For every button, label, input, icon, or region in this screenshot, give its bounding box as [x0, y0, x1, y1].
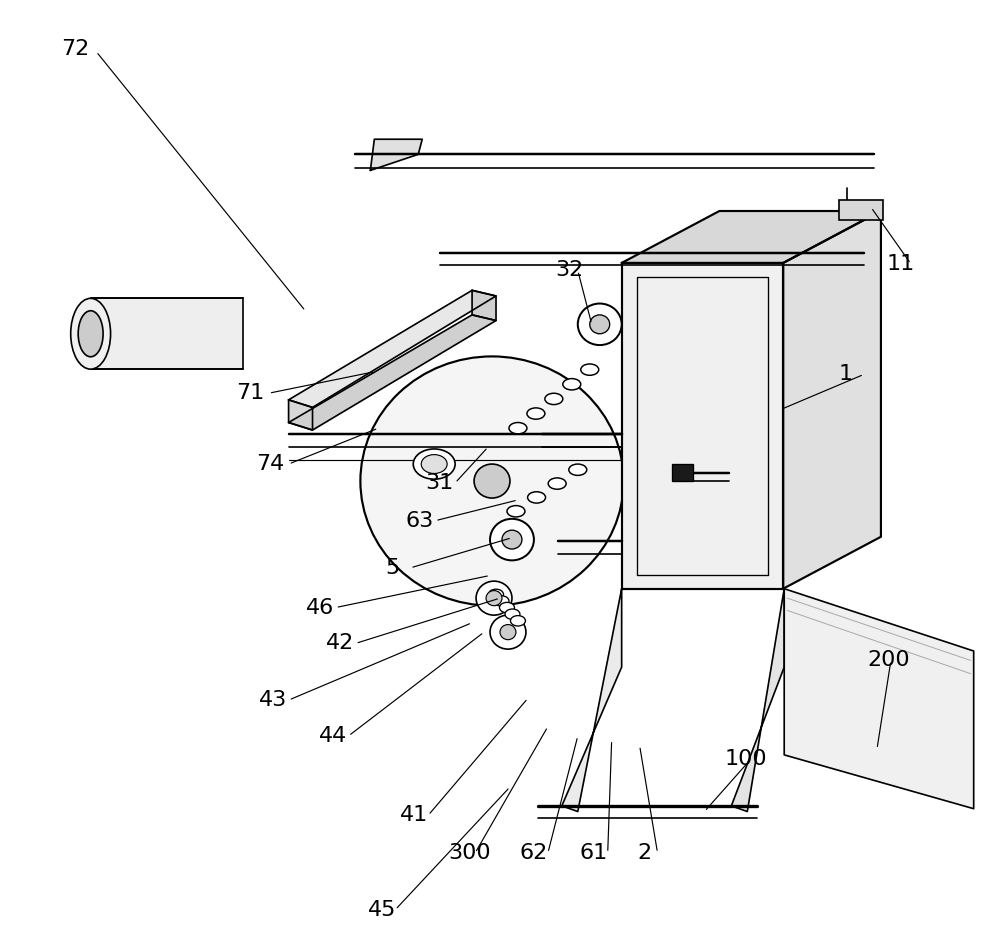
Ellipse shape [509, 422, 527, 434]
Text: 42: 42 [325, 634, 354, 653]
Text: 300: 300 [448, 843, 491, 863]
Text: 46: 46 [306, 598, 334, 617]
Circle shape [486, 591, 502, 606]
Polygon shape [370, 139, 422, 170]
Polygon shape [472, 291, 496, 320]
Circle shape [360, 356, 624, 606]
Ellipse shape [528, 491, 546, 503]
Text: 72: 72 [61, 39, 89, 59]
Text: 100: 100 [724, 749, 767, 769]
Text: 71: 71 [236, 384, 264, 403]
Circle shape [490, 519, 534, 561]
Text: 5: 5 [385, 558, 400, 578]
Text: 45: 45 [368, 900, 397, 920]
Text: 62: 62 [520, 843, 548, 863]
Text: 63: 63 [405, 510, 434, 530]
Text: 1: 1 [839, 365, 853, 384]
Circle shape [490, 616, 526, 649]
Ellipse shape [489, 589, 503, 599]
Ellipse shape [421, 455, 447, 474]
Circle shape [590, 314, 610, 333]
Text: 31: 31 [425, 473, 453, 493]
Text: 2: 2 [638, 843, 652, 863]
Text: 74: 74 [256, 454, 284, 474]
Text: 41: 41 [400, 805, 429, 825]
Ellipse shape [569, 464, 587, 475]
Polygon shape [731, 589, 784, 812]
Ellipse shape [78, 311, 103, 357]
Ellipse shape [507, 506, 525, 517]
Polygon shape [622, 263, 783, 589]
Ellipse shape [505, 609, 520, 619]
Polygon shape [783, 211, 881, 589]
Circle shape [502, 530, 522, 549]
Ellipse shape [563, 379, 581, 390]
Text: 11: 11 [887, 254, 915, 274]
Ellipse shape [548, 478, 566, 490]
Ellipse shape [527, 408, 545, 420]
Text: 44: 44 [319, 726, 347, 746]
Text: 32: 32 [555, 260, 583, 280]
Text: 61: 61 [580, 843, 608, 863]
Ellipse shape [581, 364, 599, 375]
Polygon shape [622, 211, 881, 263]
Ellipse shape [545, 393, 563, 404]
Polygon shape [784, 589, 974, 809]
Polygon shape [289, 291, 496, 407]
Bar [839, 200, 883, 221]
Polygon shape [562, 589, 622, 812]
Circle shape [476, 581, 512, 616]
Ellipse shape [494, 596, 509, 606]
Text: 200: 200 [867, 651, 910, 670]
Circle shape [500, 625, 516, 639]
Text: 43: 43 [259, 690, 287, 710]
Polygon shape [289, 314, 496, 430]
Circle shape [578, 304, 622, 345]
Bar [91, 298, 243, 369]
Ellipse shape [71, 298, 111, 369]
Circle shape [474, 464, 510, 498]
Ellipse shape [510, 616, 525, 626]
Bar [672, 464, 693, 481]
Ellipse shape [500, 602, 514, 613]
Polygon shape [289, 400, 313, 430]
Ellipse shape [413, 449, 455, 479]
